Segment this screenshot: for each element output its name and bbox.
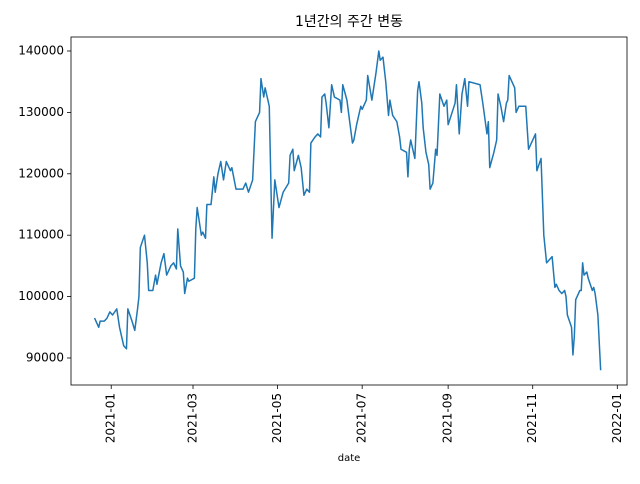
x-tick-label: 2021-03 <box>186 393 200 443</box>
x-tick-label: 2021-09 <box>441 393 455 443</box>
plot-frame <box>70 36 628 386</box>
y-tick-label: 110000 <box>18 228 64 242</box>
line-series <box>93 50 602 371</box>
y-tick-label: 140000 <box>18 43 64 57</box>
y-tick-label: 100000 <box>18 289 64 303</box>
x-tick-label: 2021-11 <box>525 393 539 443</box>
y-tick-label: 120000 <box>18 166 64 180</box>
x-tick-label: 2021-01 <box>104 393 118 443</box>
y-tick-label: 130000 <box>18 105 64 119</box>
x-tick-label: 2022-01 <box>610 393 624 443</box>
x-axis-label: date <box>338 453 361 464</box>
x-tick-label: 2021-05 <box>270 393 284 443</box>
chart-title: 1년간의 주간 변동 <box>295 14 403 30</box>
x-tick-label: 2021-07 <box>355 393 369 443</box>
y-tick-label: 90000 <box>26 350 64 364</box>
